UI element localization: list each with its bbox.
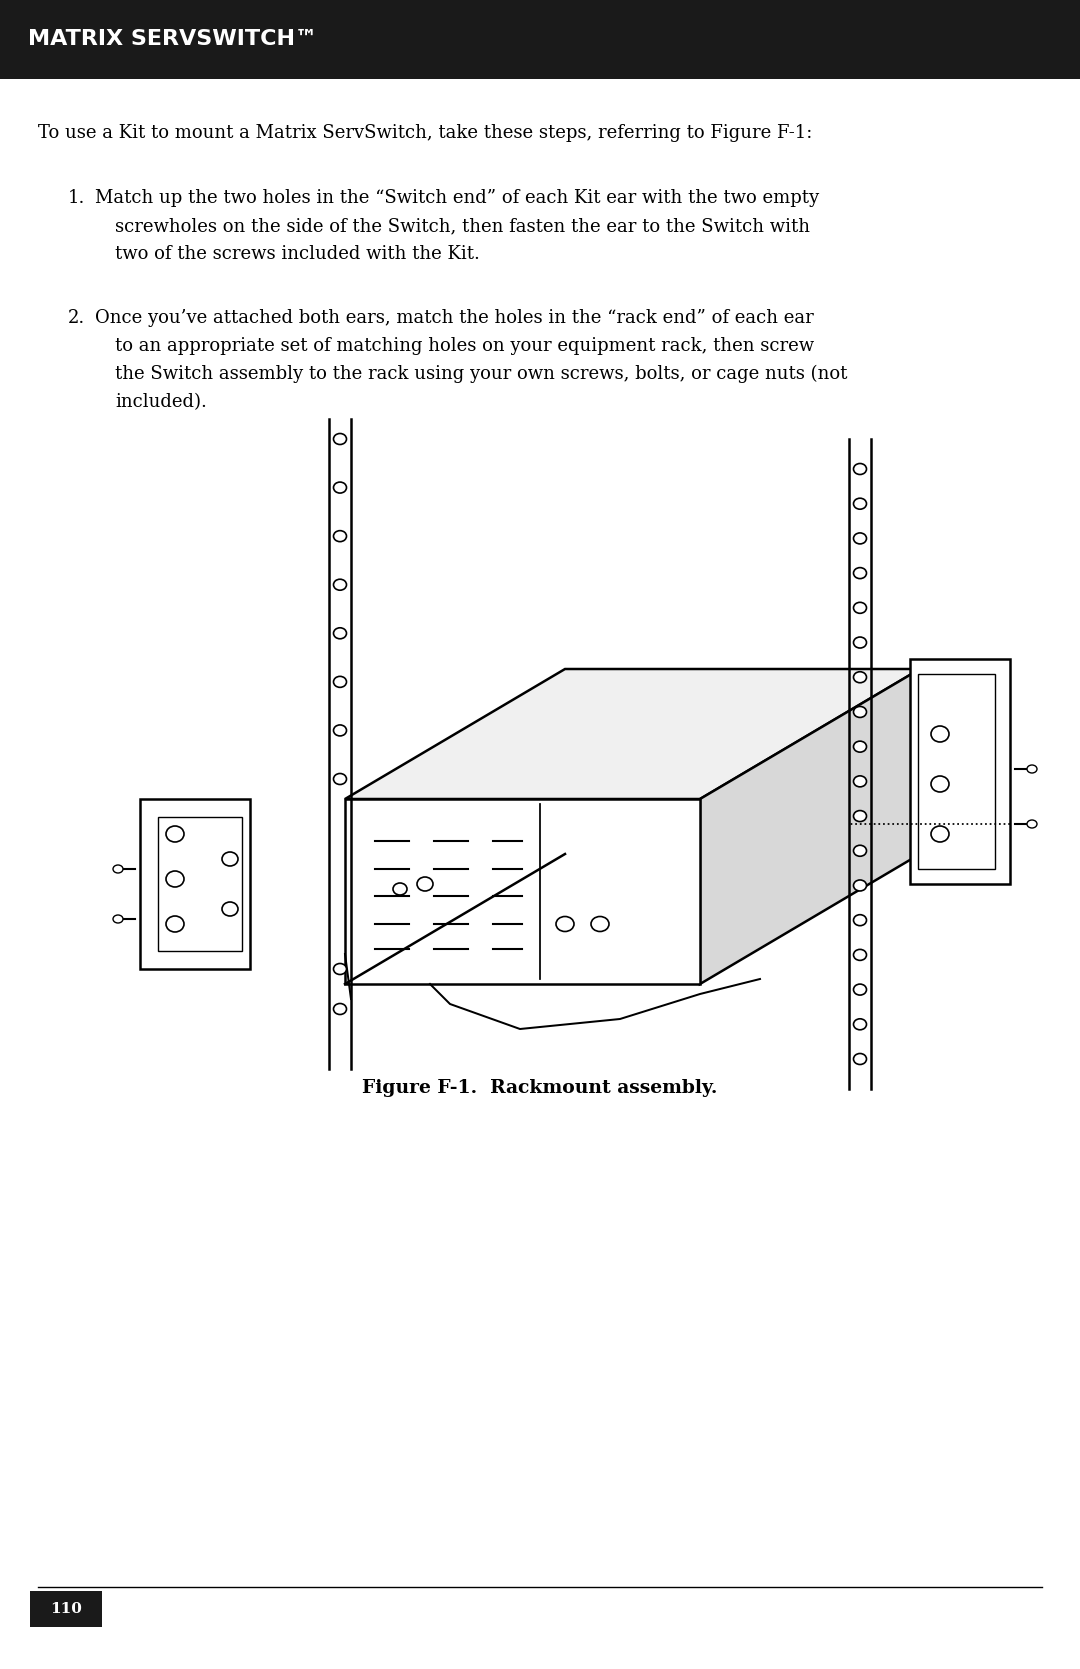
Text: 1.: 1. — [68, 189, 85, 207]
Ellipse shape — [853, 880, 866, 891]
Text: two of the screws included with the Kit.: two of the screws included with the Kit. — [114, 245, 480, 264]
Ellipse shape — [334, 773, 347, 784]
Text: Figure F-1.  Rackmount assembly.: Figure F-1. Rackmount assembly. — [362, 1078, 718, 1097]
Polygon shape — [910, 659, 1010, 885]
Text: Match up the two holes in the “Switch end” of each Kit ear with the two empty: Match up the two holes in the “Switch en… — [95, 189, 819, 207]
Ellipse shape — [853, 811, 866, 821]
Ellipse shape — [853, 845, 866, 856]
Text: included).: included). — [114, 392, 207, 411]
Ellipse shape — [853, 567, 866, 579]
Ellipse shape — [853, 950, 866, 960]
Polygon shape — [345, 799, 700, 985]
Ellipse shape — [334, 531, 347, 542]
Ellipse shape — [334, 676, 347, 688]
Text: screwholes on the side of the Switch, then fasten the ear to the Switch with: screwholes on the side of the Switch, th… — [114, 217, 810, 235]
Ellipse shape — [113, 915, 123, 923]
Ellipse shape — [1027, 819, 1037, 828]
Bar — [0, 0, 1080, 78]
Ellipse shape — [556, 916, 573, 931]
Ellipse shape — [393, 883, 407, 895]
Ellipse shape — [853, 776, 866, 786]
Text: to an appropriate set of matching holes on your equipment rack, then screw: to an appropriate set of matching holes … — [114, 337, 814, 355]
Ellipse shape — [853, 532, 866, 544]
Ellipse shape — [591, 916, 609, 931]
Bar — [30, 1591, 102, 1627]
Ellipse shape — [334, 434, 347, 444]
Ellipse shape — [334, 579, 347, 591]
Ellipse shape — [853, 915, 866, 926]
Ellipse shape — [166, 871, 184, 886]
Polygon shape — [345, 669, 920, 799]
Ellipse shape — [334, 482, 347, 492]
Ellipse shape — [334, 724, 347, 736]
Ellipse shape — [853, 706, 866, 718]
Text: To use a Kit to mount a Matrix ServSwitch, take these steps, referring to Figure: To use a Kit to mount a Matrix ServSwitc… — [38, 124, 812, 142]
Ellipse shape — [334, 963, 347, 975]
Ellipse shape — [853, 603, 866, 613]
Ellipse shape — [1027, 764, 1037, 773]
Ellipse shape — [853, 499, 866, 509]
Text: the Switch assembly to the rack using your own screws, bolts, or cage nuts (not: the Switch assembly to the rack using yo… — [114, 366, 848, 384]
Ellipse shape — [931, 776, 949, 793]
Ellipse shape — [166, 916, 184, 931]
Ellipse shape — [113, 865, 123, 873]
Ellipse shape — [334, 1003, 347, 1015]
Ellipse shape — [853, 1053, 866, 1065]
Ellipse shape — [853, 638, 866, 648]
Polygon shape — [140, 799, 249, 970]
Polygon shape — [700, 669, 920, 985]
Ellipse shape — [853, 985, 866, 995]
Text: Once you’ve attached both ears, match the holes in the “rack end” of each ear: Once you’ve attached both ears, match th… — [95, 309, 813, 327]
Ellipse shape — [334, 628, 347, 639]
Ellipse shape — [853, 464, 866, 474]
Ellipse shape — [853, 741, 866, 753]
Ellipse shape — [931, 726, 949, 743]
Text: 110: 110 — [50, 1602, 82, 1616]
Text: MATRIX SERVSWITCH™: MATRIX SERVSWITCH™ — [28, 30, 318, 50]
Ellipse shape — [417, 876, 433, 891]
Ellipse shape — [222, 901, 238, 916]
Ellipse shape — [853, 671, 866, 683]
Ellipse shape — [222, 851, 238, 866]
Ellipse shape — [166, 826, 184, 841]
Text: 2.: 2. — [68, 309, 85, 327]
Ellipse shape — [853, 1018, 866, 1030]
Ellipse shape — [931, 826, 949, 841]
